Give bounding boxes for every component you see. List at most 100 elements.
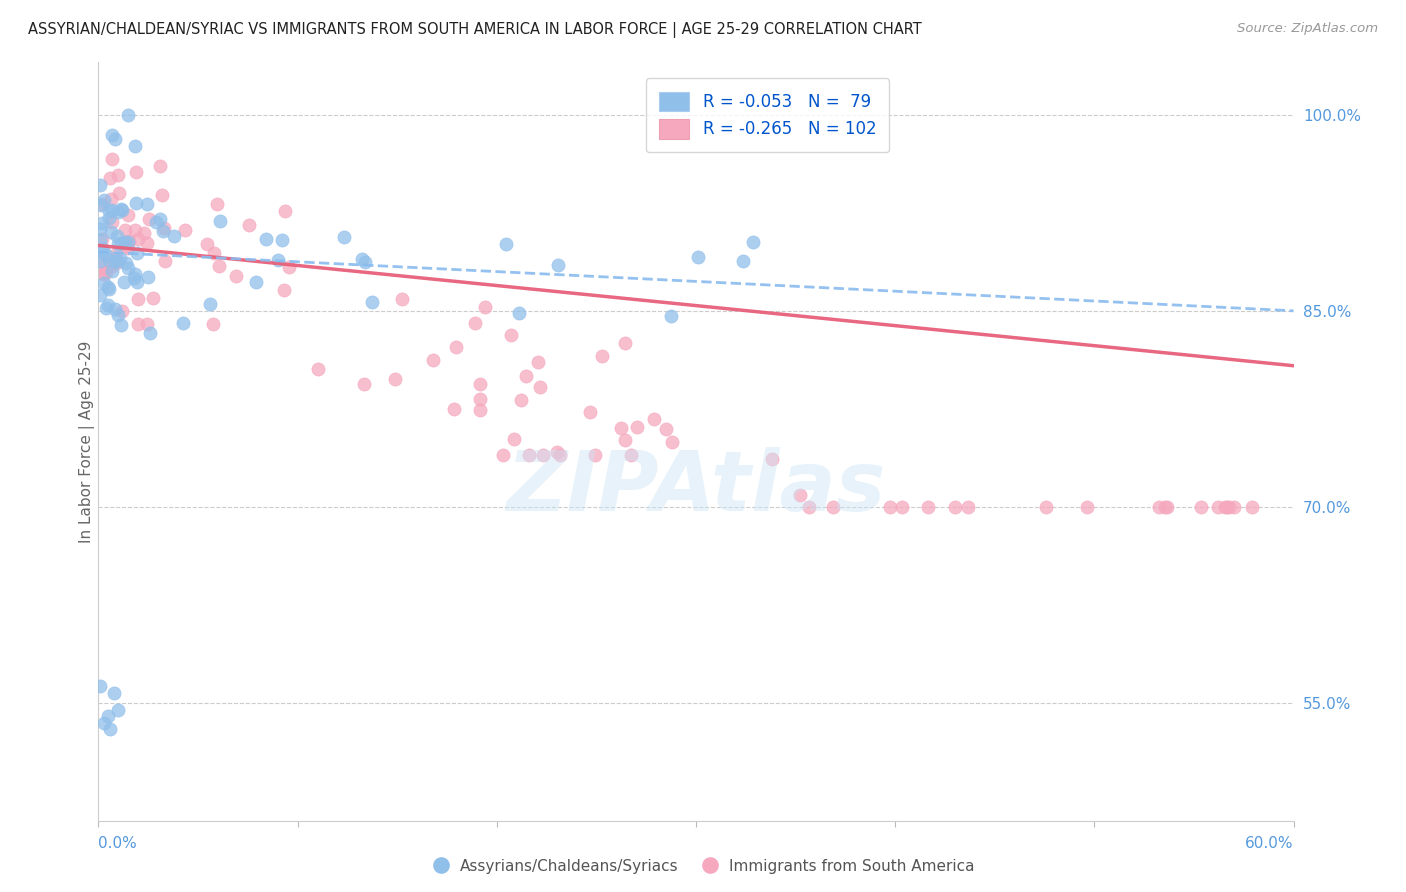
Point: [1223, 500, 1246, 514]
Point: [509, 393, 531, 408]
Point: [879, 500, 901, 514]
Point: [117, 241, 139, 255]
Point: [105, 247, 128, 261]
Point: [97, 709, 120, 723]
Point: [107, 204, 129, 219]
Point: [110, 235, 132, 250]
Point: [98, 171, 121, 186]
Point: [89, 679, 111, 693]
Point: [91, 266, 114, 280]
Point: [107, 254, 129, 268]
Point: [527, 355, 550, 369]
Point: [136, 270, 159, 285]
Point: [688, 250, 710, 264]
Point: [278, 260, 301, 274]
Point: [91, 216, 114, 230]
Point: [98, 722, 122, 736]
Point: [145, 215, 167, 229]
Point: [127, 246, 149, 260]
Text: ZIPAtlas: ZIPAtlas: [506, 447, 886, 527]
Point: [350, 252, 373, 267]
Text: ASSYRIAN/CHALDEAN/SYRIAC VS IMMIGRANTS FROM SOUTH AMERICA IN LABOR FORCE | AGE 2: ASSYRIAN/CHALDEAN/SYRIAC VS IMMIGRANTS F…: [28, 22, 922, 38]
Point: [110, 318, 132, 332]
Point: [93, 193, 115, 207]
Point: [135, 236, 157, 251]
Point: [110, 202, 132, 216]
Point: [583, 448, 606, 462]
Y-axis label: In Labor Force | Age 25-29: In Labor Force | Age 25-29: [79, 341, 96, 542]
Point: [245, 275, 267, 289]
Point: [94, 301, 117, 315]
Point: [307, 362, 329, 376]
Point: [94, 265, 117, 279]
Point: [945, 500, 967, 514]
Point: [579, 405, 602, 419]
Point: [98, 211, 121, 226]
Point: [89, 257, 111, 271]
Text: 60.0%: 60.0%: [1246, 837, 1294, 851]
Point: [93, 267, 115, 281]
Point: [468, 403, 491, 417]
Point: [89, 287, 111, 301]
Point: [613, 433, 636, 447]
Point: [117, 261, 139, 276]
Point: [89, 253, 111, 268]
Point: [468, 392, 491, 407]
Point: [127, 232, 149, 246]
Point: [122, 270, 145, 285]
Point: [225, 268, 247, 283]
Point: [957, 500, 980, 514]
Point: [103, 685, 125, 699]
Point: [270, 233, 292, 247]
Point: [546, 445, 568, 459]
Point: [108, 251, 131, 265]
Point: [114, 235, 136, 249]
Point: [501, 328, 523, 343]
Point: [101, 215, 124, 229]
Point: [443, 402, 465, 417]
Point: [547, 258, 569, 272]
Point: [124, 223, 146, 237]
Point: [198, 297, 221, 311]
Point: [107, 308, 129, 322]
Point: [104, 254, 127, 268]
Point: [202, 317, 225, 331]
Point: [136, 196, 159, 211]
Point: [444, 340, 467, 354]
Point: [153, 221, 176, 235]
Point: [1154, 500, 1177, 514]
Point: [96, 298, 118, 312]
Point: [124, 165, 146, 179]
Point: [495, 236, 517, 251]
Point: [333, 230, 356, 244]
Point: [1076, 500, 1098, 514]
Point: [107, 236, 129, 251]
Point: [115, 256, 138, 270]
Point: [353, 377, 375, 392]
Point: [107, 702, 129, 716]
Point: [104, 131, 127, 145]
Point: [124, 139, 146, 153]
Point: [127, 275, 149, 289]
Point: [643, 412, 665, 426]
Point: [117, 235, 139, 249]
Point: [891, 500, 914, 514]
Point: [90, 197, 112, 211]
Point: [93, 276, 115, 290]
Point: [620, 448, 643, 462]
Point: [1240, 500, 1263, 514]
Point: [107, 186, 129, 200]
Point: [591, 349, 613, 363]
Point: [661, 434, 683, 449]
Point: [470, 376, 492, 391]
Point: [127, 317, 149, 331]
Point: [100, 225, 122, 239]
Point: [101, 259, 124, 273]
Point: [515, 369, 537, 384]
Point: [613, 335, 636, 350]
Point: [353, 255, 375, 269]
Point: [508, 306, 530, 320]
Point: [111, 203, 134, 218]
Point: [135, 317, 157, 331]
Point: [149, 159, 172, 173]
